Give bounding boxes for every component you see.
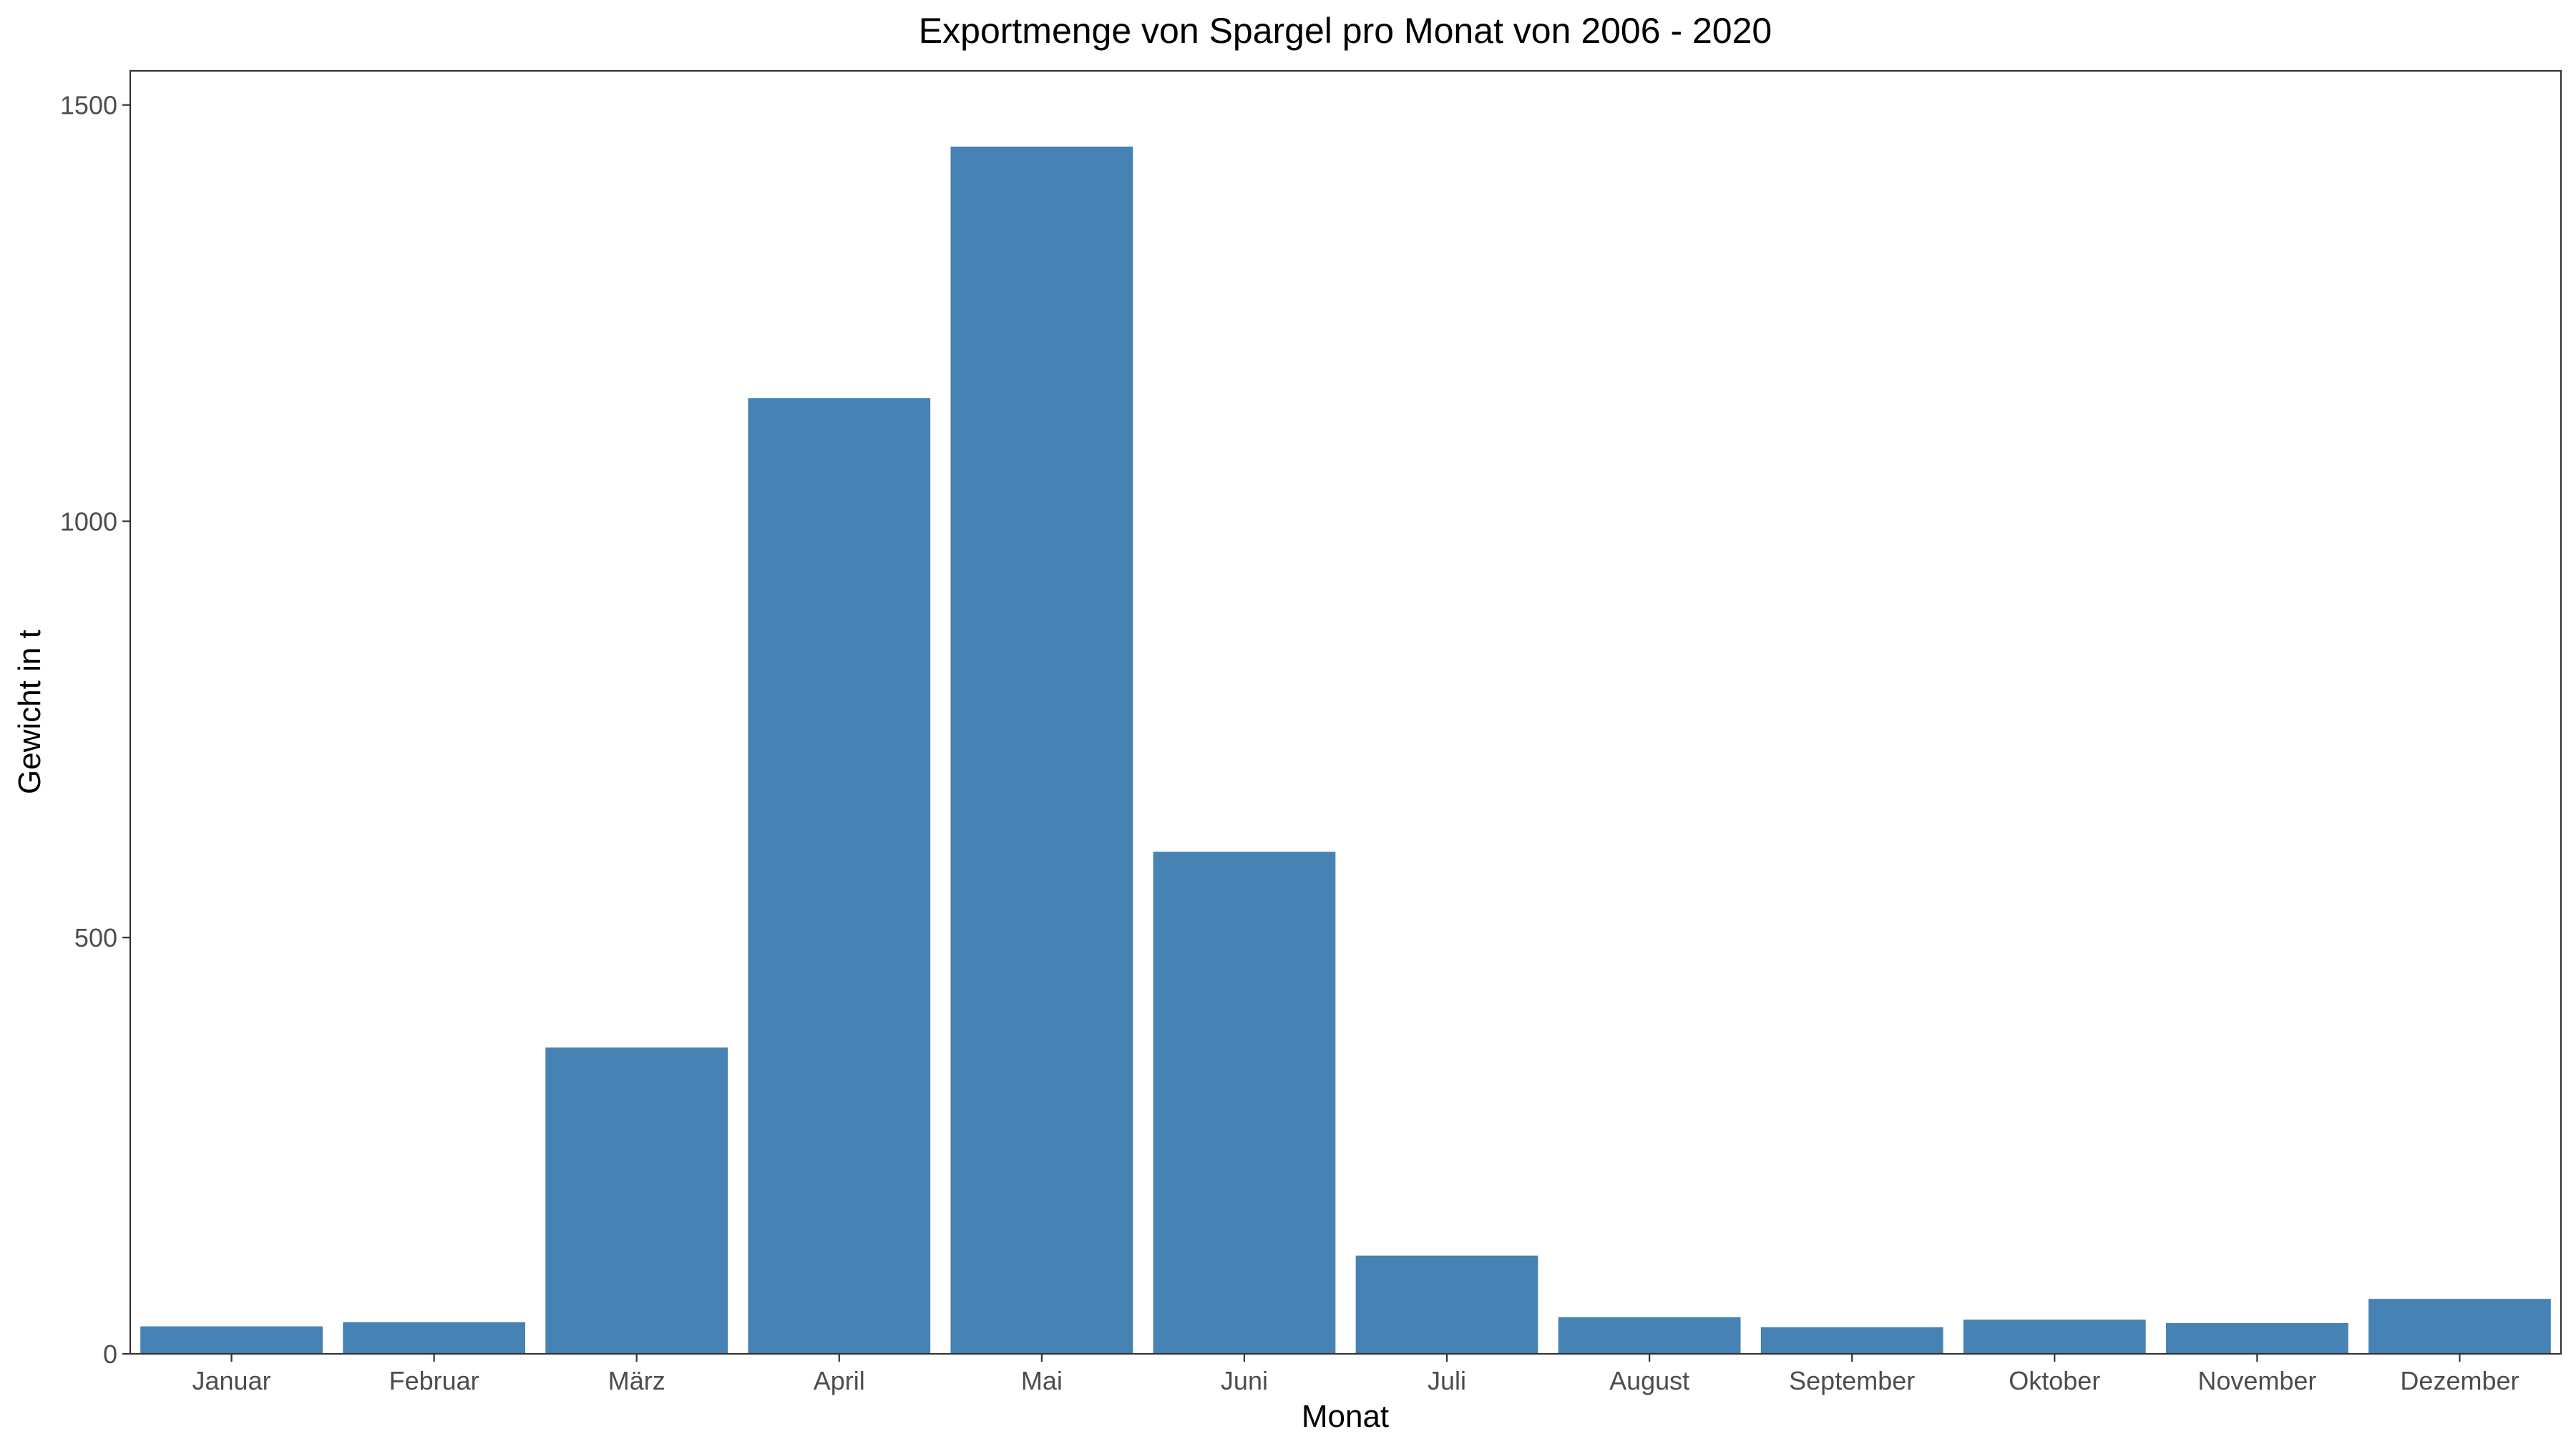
bar-august [1558,1317,1741,1354]
x-tick-label: Februar [389,1366,479,1395]
bar-mai [950,146,1133,1354]
x-tick-label: September [1789,1366,1915,1395]
bar-februar [343,1322,526,1354]
y-tick-label: 0 [103,1340,117,1369]
x-tick-label: August [1609,1366,1689,1395]
x-tick-label: März [608,1366,665,1395]
plot-panel-border [129,69,2562,1355]
bar-oktober [1963,1319,2146,1354]
x-tick-label: Juni [1221,1366,1268,1395]
x-tick-label: November [2197,1366,2316,1395]
x-tick-label: April [814,1366,865,1395]
bar-januar [140,1326,323,1354]
bar-november [2165,1322,2348,1354]
x-tick-label: Oktober [2009,1366,2100,1395]
bar-juli [1355,1255,1538,1354]
y-tick-label: 1500 [60,91,117,120]
bar-dezember [2368,1299,2551,1354]
y-tick-label: 1000 [60,507,117,536]
x-tick-label: Mai [1021,1366,1063,1395]
bar-märz [545,1047,728,1354]
x-axis-title: Monat [1302,1399,1389,1434]
chart-title: Exportmenge von Spargel pro Monat von 20… [919,11,1772,51]
y-tick-label: 500 [74,923,117,952]
y-axis: 0 500 1000 1500 [60,91,130,1369]
bar-april [748,398,931,1354]
x-tick-label: Juli [1428,1366,1466,1395]
x-axis: Januar Februar März April Mai Juni Juli August S… [192,1354,2519,1395]
x-tick-label: Dezember [2400,1366,2519,1395]
x-tick-label: Januar [192,1366,271,1395]
bars-group [140,146,2551,1354]
y-axis-title: Gewicht in t [12,630,47,794]
bar-juni [1153,852,1336,1354]
bar-september [1760,1327,1943,1354]
